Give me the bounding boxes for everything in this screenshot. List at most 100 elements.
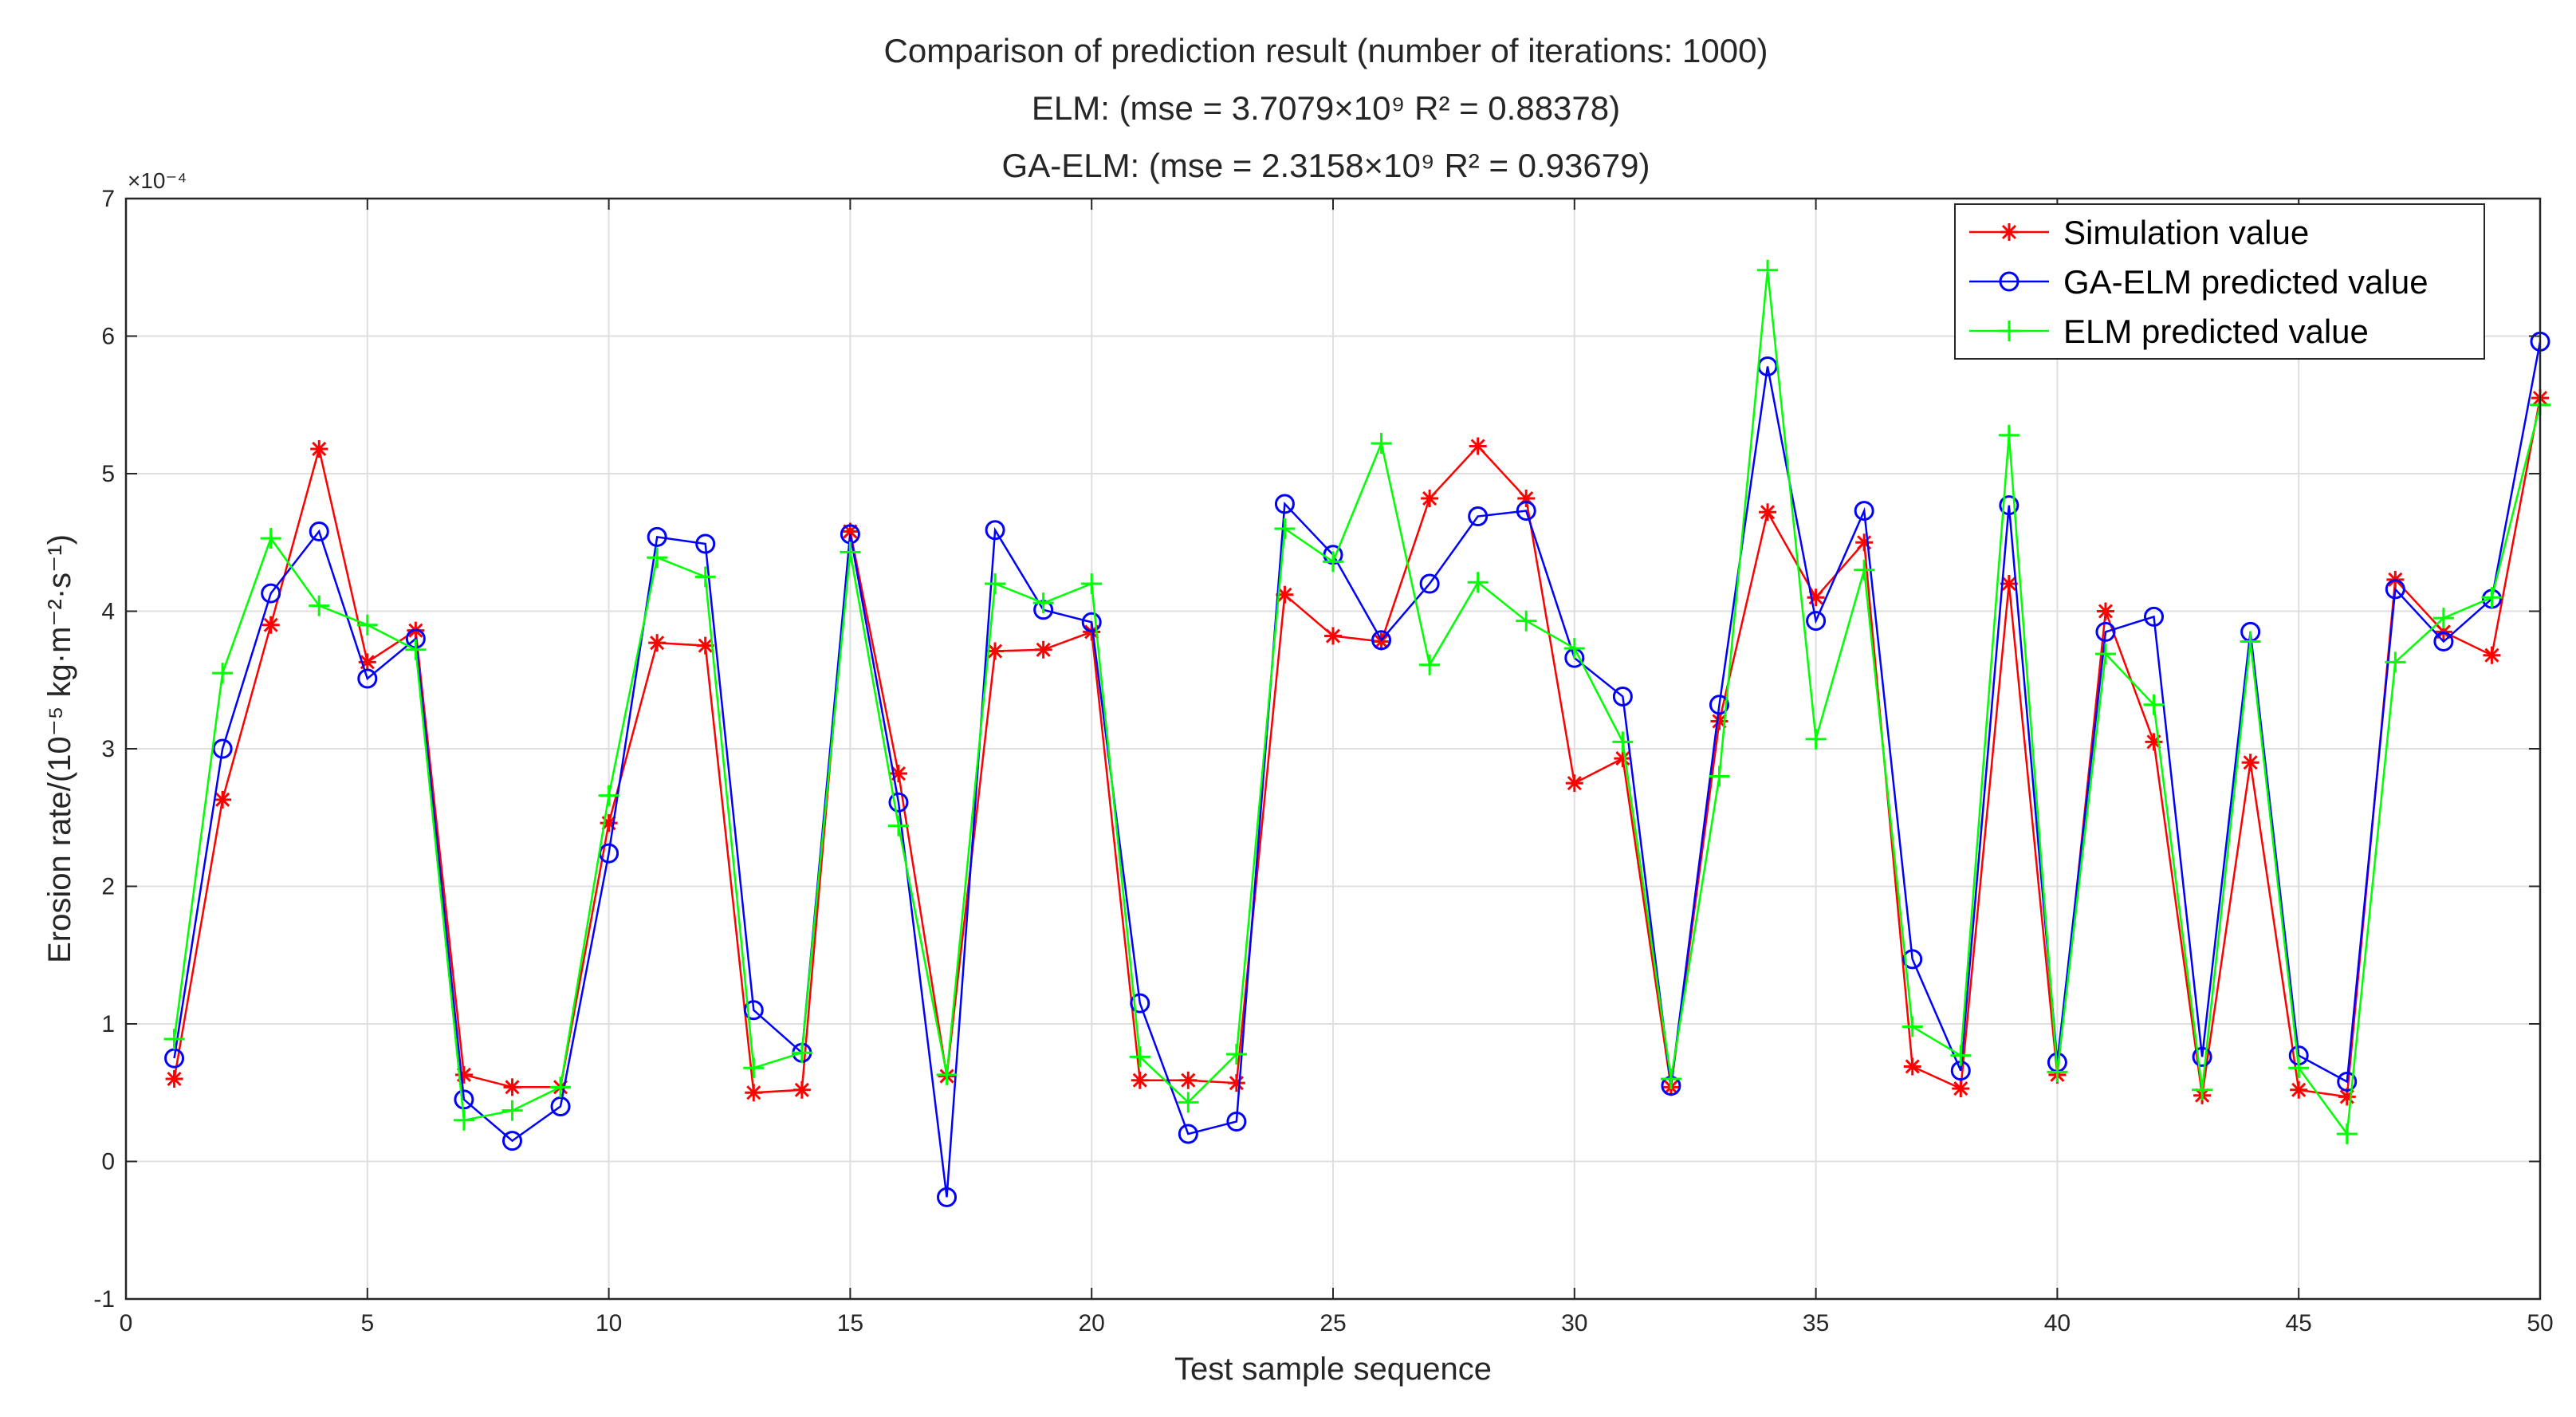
data-point — [2144, 606, 2165, 627]
data-point — [2290, 1080, 2308, 1099]
data-point — [1274, 494, 1295, 514]
y-tick-label: 1 — [101, 1011, 115, 1037]
data-point — [696, 636, 714, 655]
data-point — [1903, 1057, 1921, 1076]
data-point — [2337, 1071, 2358, 1092]
legend-label: ELM predicted value — [2063, 313, 2369, 350]
data-point — [405, 639, 427, 660]
legend-marker — [1999, 321, 2020, 341]
data-point — [985, 573, 1006, 594]
data-point — [1276, 585, 1294, 604]
data-point — [1081, 612, 1102, 632]
data-point — [1854, 559, 1875, 581]
legend-label: GA-ELM predicted value — [2063, 263, 2429, 301]
data-point — [309, 595, 330, 616]
data-point — [1709, 766, 1730, 787]
legend: Simulation value GA-ELM predicted value EL… — [1954, 203, 2485, 360]
y-tick-label: 6 — [101, 324, 115, 350]
legend-marker — [2000, 223, 2018, 241]
data-point — [647, 547, 668, 569]
data-point — [743, 1000, 764, 1021]
data-point — [212, 663, 234, 684]
data-point — [1516, 610, 1537, 632]
y-tick-label: 2 — [101, 874, 115, 900]
y-tick-label: -1 — [93, 1286, 115, 1313]
data-point — [1950, 1045, 1972, 1066]
data-point — [1757, 259, 1779, 281]
data-point — [2192, 1046, 2212, 1067]
data-point — [164, 1048, 185, 1069]
data-point — [1034, 640, 1052, 659]
data-point — [1324, 627, 1342, 645]
x-tick-label: 45 — [2286, 1310, 2312, 1336]
x-axis-label: Test sample sequence — [1174, 1352, 1492, 1387]
data-point — [1323, 551, 1343, 573]
data-point — [2000, 575, 2018, 592]
data-point — [1468, 506, 1489, 526]
data-point — [1807, 588, 1825, 607]
data-point — [2143, 694, 2165, 715]
data-point — [1179, 1071, 1198, 1089]
x-tick-label: 40 — [2044, 1310, 2071, 1336]
data-point — [453, 1109, 474, 1131]
data-point — [936, 1064, 958, 1085]
data-point — [888, 792, 909, 813]
data-point — [309, 521, 329, 541]
data-point — [2288, 1057, 2310, 1079]
grid — [126, 199, 2540, 1299]
data-point — [1130, 993, 1150, 1014]
data-point — [261, 583, 281, 604]
data-point — [745, 1084, 763, 1102]
data-point — [165, 1070, 183, 1088]
title-line-3: GA-ELM: (mse = 2.3158×10⁹ R² = 0.93679) — [1002, 147, 1650, 184]
data-point — [212, 738, 233, 759]
x-tick-label: 50 — [2527, 1310, 2553, 1336]
data-point — [792, 1080, 811, 1099]
data-point — [1371, 433, 1392, 455]
data-point — [2096, 602, 2114, 620]
data-point — [986, 642, 1005, 660]
data-point — [1855, 533, 1874, 552]
data-point — [2192, 1079, 2213, 1100]
x-tick-label: 25 — [1319, 1310, 1346, 1336]
data-point — [2094, 643, 2116, 664]
data-point — [214, 790, 232, 809]
data-point — [1806, 611, 1827, 632]
data-point — [2483, 646, 2501, 664]
data-point — [600, 814, 618, 832]
data-point — [2481, 587, 2503, 608]
legend-item: Simulation value — [1969, 214, 2309, 251]
data-point — [2338, 1088, 2356, 1106]
data-point — [1614, 750, 1632, 768]
data-point — [550, 1096, 571, 1116]
data-point — [1563, 638, 1585, 659]
y-exponent-label: ×10⁻⁴ — [128, 168, 187, 193]
data-point — [1419, 573, 1440, 594]
data-point — [791, 1042, 812, 1064]
data-point — [695, 533, 716, 554]
data-point — [2095, 621, 2116, 642]
data-point — [2336, 1124, 2358, 1144]
data-point — [1081, 573, 1103, 594]
data-point — [2240, 631, 2261, 652]
data-point — [1952, 1080, 1970, 1098]
data-point — [937, 1187, 958, 1207]
data-point — [1565, 774, 1583, 793]
data-point — [889, 765, 907, 783]
data-point — [260, 528, 281, 549]
data-point — [985, 520, 1005, 541]
data-point — [2385, 579, 2405, 600]
data-point — [262, 616, 280, 634]
series-layer — [163, 259, 2550, 1207]
data-point — [501, 1131, 522, 1151]
y-tick-label: 7 — [101, 186, 115, 212]
series-line — [173, 270, 2542, 1137]
data-point — [1129, 1046, 1150, 1068]
data-point — [694, 566, 716, 588]
data-point — [1805, 728, 1827, 750]
x-tick-label: 35 — [1803, 1310, 1829, 1336]
data-point — [648, 634, 667, 652]
data-point — [887, 815, 909, 836]
data-point — [1274, 518, 1296, 539]
data-point — [1998, 424, 2020, 446]
